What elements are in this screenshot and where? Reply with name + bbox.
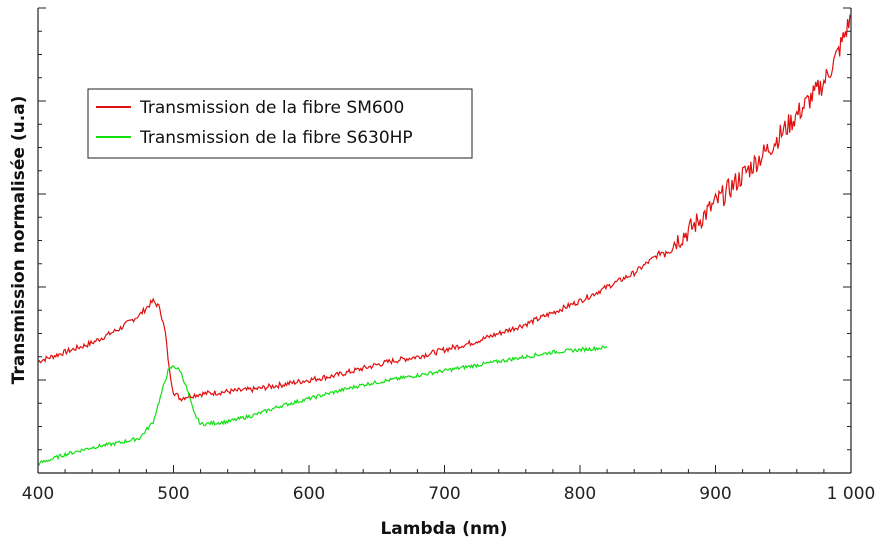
x-tick-label: 700 xyxy=(428,484,460,504)
series-layer xyxy=(37,14,852,466)
legend-box xyxy=(87,88,473,159)
x-tick-label: 400 xyxy=(22,484,54,504)
x-tick-label: 600 xyxy=(293,484,325,504)
y-axis-title: Transmission normalisée (u.a) xyxy=(9,96,29,385)
legend: Transmission de la fibre SM600 Transmiss… xyxy=(87,88,473,159)
plot-area xyxy=(38,8,851,473)
x-tick-label: 500 xyxy=(157,484,189,504)
x-axis-ticks: 400 500 600 700 800 900 1 000 xyxy=(22,465,876,504)
legend-label-s630hp: Transmission de la fibre S630HP xyxy=(139,128,413,148)
series-line-s630hp xyxy=(37,345,608,466)
series-line-sm600 xyxy=(37,14,852,402)
y-axis-ticks xyxy=(38,7,851,474)
legend-label-sm600: Transmission de la fibre SM600 xyxy=(139,98,404,118)
x-tick-label: 900 xyxy=(699,484,731,504)
x-tick-label: 1 000 xyxy=(827,484,876,504)
x-axis-title: Lambda (nm) xyxy=(380,519,507,539)
x-tick-label: 800 xyxy=(564,484,596,504)
